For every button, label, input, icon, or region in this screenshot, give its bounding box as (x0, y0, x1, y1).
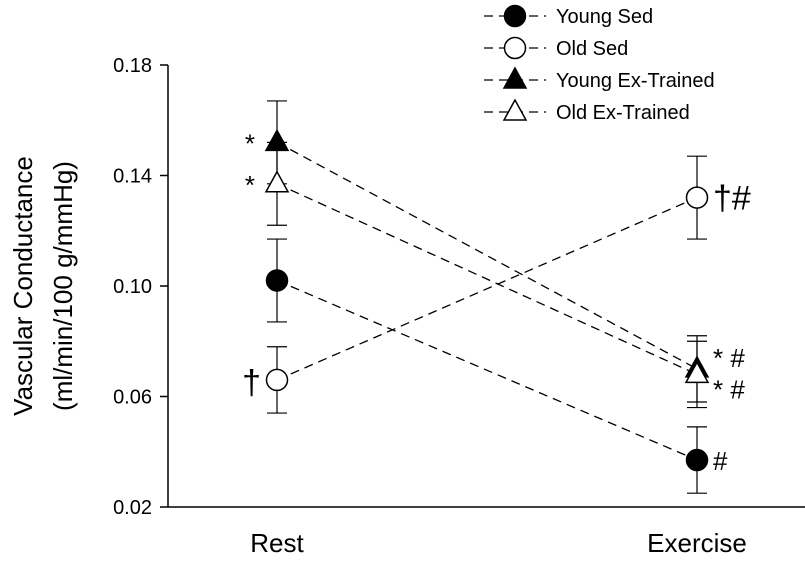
annotation-young-ex-trained: * # (713, 343, 745, 373)
legend-item-old-ex-trained: Old Ex-Trained (484, 98, 690, 124)
series-line-young-ex-trained (276, 141, 698, 370)
series-line-old-ex-trained (276, 183, 698, 375)
y-tick-label: 0.14 (113, 166, 152, 188)
series-lines (276, 141, 698, 461)
legend: Young Sed Old Sed Young Ex-Trained Old Ex-T… (484, 4, 715, 124)
annotation-old-sed: †# (713, 180, 751, 218)
marker-young-sed (265, 269, 289, 292)
y-tick-label: 0.18 (113, 55, 152, 77)
legend-label: Young Sed (556, 6, 653, 28)
annotation-young-sed: # (713, 446, 728, 476)
markers (264, 128, 710, 472)
x-ticks: Rest Exercise (250, 528, 747, 558)
y-tick-label: 0.02 (113, 497, 152, 519)
x-category-label-rest: Rest (250, 528, 304, 558)
marker-young-ex-trained (264, 128, 290, 152)
legend-marker-young-ex-trained (502, 66, 528, 89)
legend-item-young-sed: Young Sed (484, 4, 653, 28)
marker-old-sed (265, 368, 289, 392)
annotation-old-sed: † (242, 364, 261, 402)
legend-marker-old-sed (503, 36, 527, 60)
y-axis-label: Vascular Conductance (ml/min/100 g/mmHg) (8, 156, 78, 416)
series-line-young-sed (276, 279, 698, 461)
annotation-young-ex-trained: * (245, 128, 255, 158)
legend-item-old-sed: Old Sed (484, 36, 628, 60)
annotations: # † †# * * # * * # (242, 128, 751, 476)
annotation-old-ex-trained: * # (713, 374, 745, 404)
marker-old-ex-trained (684, 360, 710, 384)
y-axis-label-line-2: (ml/min/100 g/mmHg) (48, 161, 78, 411)
legend-label: Old Ex-Trained (556, 102, 690, 124)
error-bars (267, 100, 707, 494)
series-line-old-sed (276, 197, 698, 381)
annotation-old-ex-trained: * (245, 170, 255, 200)
y-axis-label-line-1: Vascular Conductance (8, 156, 38, 416)
x-category-label-exercise: Exercise (647, 528, 747, 558)
y-tick-label: 0.10 (113, 276, 152, 298)
marker-old-ex-trained (264, 170, 290, 193)
marker-young-sed (685, 448, 709, 472)
legend-item-young-ex-trained: Young Ex-Trained (484, 66, 715, 92)
y-tick-label: 0.06 (113, 387, 152, 409)
legend-marker-old-ex-trained (502, 98, 528, 121)
y-ticks: 0.02 0.06 0.10 0.14 0.18 (113, 55, 168, 519)
legend-label: Old Sed (556, 38, 628, 60)
plot-area: # † †# * * # * * # (242, 100, 751, 494)
legend-label: Young Ex-Trained (556, 70, 715, 92)
legend-marker-young-sed (503, 4, 527, 28)
axes: 0.02 0.06 0.10 0.14 0.18 Rest Exercise (113, 55, 805, 558)
marker-old-sed (685, 186, 709, 209)
